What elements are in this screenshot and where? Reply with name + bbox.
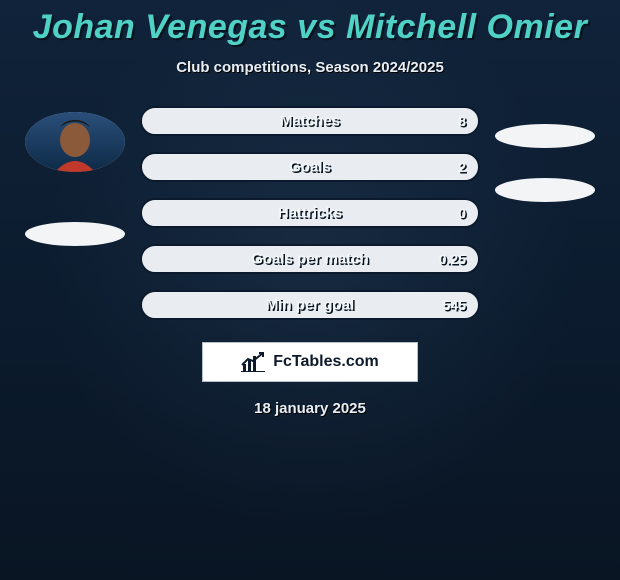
stat-value: 2 — [458, 159, 466, 175]
stat-bar: Hattricks 0 — [140, 198, 480, 228]
left-side — [20, 106, 130, 246]
right-side — [490, 106, 600, 202]
subtitle: Club competitions, Season 2024/2025 — [0, 59, 620, 76]
stat-label: Matches — [280, 113, 340, 130]
blank-oval — [495, 178, 595, 202]
avatar — [25, 112, 125, 172]
chart-icon — [241, 352, 265, 372]
stat-value: 545 — [443, 297, 466, 313]
stat-bar: Goals 2 — [140, 152, 480, 182]
brand-badge[interactable]: FcTables.com — [202, 342, 418, 382]
stat-bar: Min per goal 545 — [140, 290, 480, 320]
stat-label: Goals per match — [251, 251, 369, 268]
comparison-layout: Matches 8 Goals 2 Hattricks 0 Goals per match 0… — [0, 106, 620, 320]
avatar-icon — [25, 112, 125, 172]
stat-bar: Matches 8 — [140, 106, 480, 136]
brand-text: FcTables.com — [273, 353, 379, 371]
stat-label: Min per goal — [266, 297, 354, 314]
date-text: 18 january 2025 — [0, 400, 620, 417]
stat-value: 8 — [458, 113, 466, 129]
stat-value: 0.25 — [439, 251, 466, 267]
stat-label: Goals — [289, 159, 331, 176]
stat-value: 0 — [458, 205, 466, 221]
stat-label: Hattricks — [278, 205, 342, 222]
blank-oval — [25, 222, 125, 246]
stat-bar: Goals per match 0.25 — [140, 244, 480, 274]
blank-oval — [495, 124, 595, 148]
page-title: Johan Venegas vs Mitchell Omier — [0, 0, 620, 47]
stat-bars: Matches 8 Goals 2 Hattricks 0 Goals per match 0… — [140, 106, 480, 320]
